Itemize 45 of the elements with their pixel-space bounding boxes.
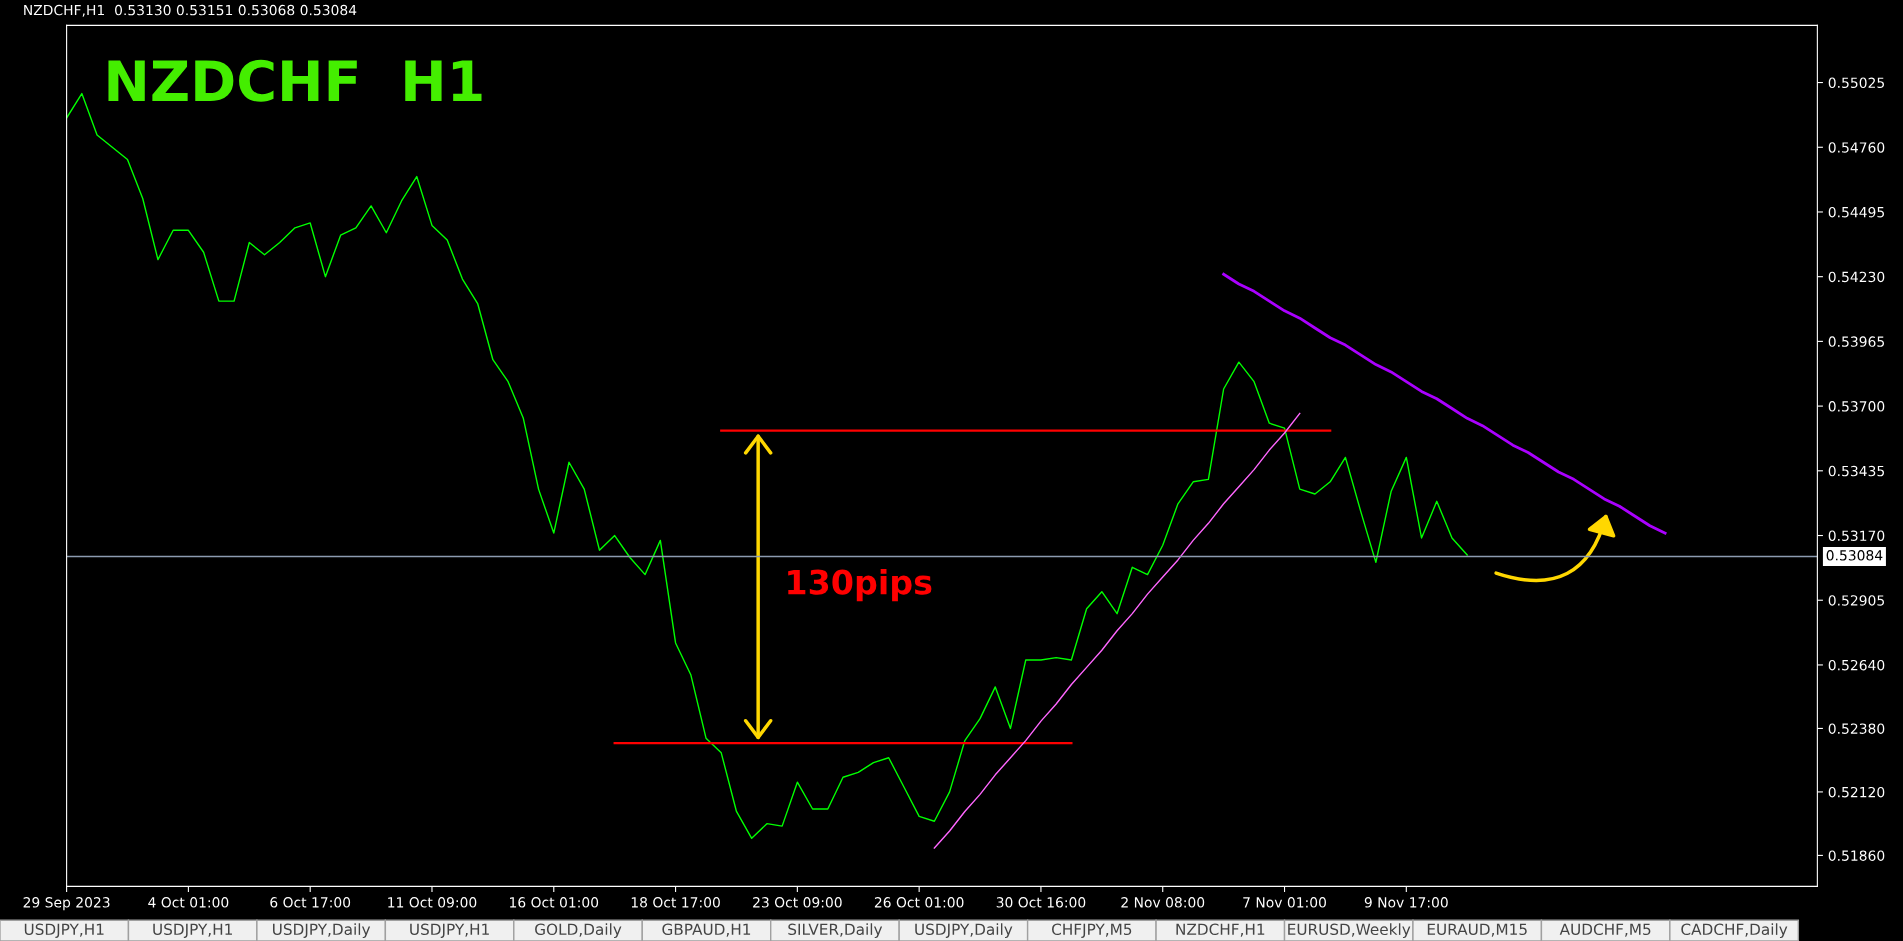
text: CADCHF,Daily <box>1681 923 1788 939</box>
x-tick-label: 26 Oct 01:00 <box>874 897 964 908</box>
y-tick-label: 0.54495 <box>1828 206 1884 218</box>
x-tick-label: 23 Oct 09:00 <box>753 897 842 908</box>
text: USDJPY,H1 <box>24 923 104 938</box>
text: SILVER,Daily <box>788 923 883 939</box>
y-tick-label: 0.53435 <box>1828 465 1884 477</box>
x-tick-label: 6 Oct 17:00 <box>270 897 351 908</box>
text: GOLD,Daily <box>535 923 622 939</box>
x-tick-label: 4 Oct 01:00 <box>148 897 229 908</box>
text: AUDCHF,M5 <box>1559 923 1651 937</box>
y-tick-label: 0.54760 <box>1828 142 1885 153</box>
text: GBPAUD,H1 <box>662 923 751 937</box>
text: CHFJPY,M5 <box>1052 923 1132 938</box>
x-tick-label: 9 Nov 17:00 <box>1364 897 1448 908</box>
ref-line-label: 0.53084 <box>1826 550 1883 561</box>
line-series <box>1222 272 1667 535</box>
y-tick-label: 0.53170 <box>1828 530 1885 541</box>
text: USDJPY,Daily <box>915 923 1013 939</box>
y-tick-label: 0.53965 <box>1828 336 1884 347</box>
y-tick-label: 0.54230 <box>1828 271 1885 283</box>
line-series <box>933 412 1301 849</box>
x-tick-label: 11 Oct 09:00 <box>388 897 477 908</box>
x-tick-label: 16 Oct 01:00 <box>510 897 599 908</box>
chart-title: NZDCHF H1 <box>108 59 482 102</box>
y-tick-label: 0.52380 <box>1828 723 1885 734</box>
text: USDJPY,H1 <box>153 923 232 938</box>
y-tick-label: 0.53700 <box>1828 401 1885 412</box>
annotation: 130pips <box>788 568 932 602</box>
y-tick-label: 0.51860 <box>1828 850 1885 861</box>
chart-subtitle: NZDCHF,H1 0.53130 0.53151 0.53068 0.53084 <box>24 4 357 17</box>
x-tick-label: 29 Sep 2023 <box>23 897 110 911</box>
y-tick-label: 0.52905 <box>1828 595 1884 606</box>
text: NZDCHF,H1 <box>1176 923 1265 937</box>
x-tick-label: 18 Oct 17:00 <box>631 897 720 908</box>
y-tick-label: 0.52120 <box>1828 786 1885 798</box>
text: USDJPY,Daily <box>273 923 371 939</box>
text: EURUSD,Weekly <box>1288 923 1411 939</box>
y-tick-label: 0.52640 <box>1828 659 1885 671</box>
text: USDJPY,H1 <box>410 923 489 938</box>
x-tick-label: 30 Oct 16:00 <box>996 897 1086 908</box>
text: EURAUD,M15 <box>1427 923 1527 937</box>
x-tick-label: 7 Nov 01:00 <box>1243 897 1326 908</box>
x-tick-label: 2 Nov 08:00 <box>1121 897 1205 908</box>
y-tick-label: 0.55025 <box>1828 77 1884 89</box>
